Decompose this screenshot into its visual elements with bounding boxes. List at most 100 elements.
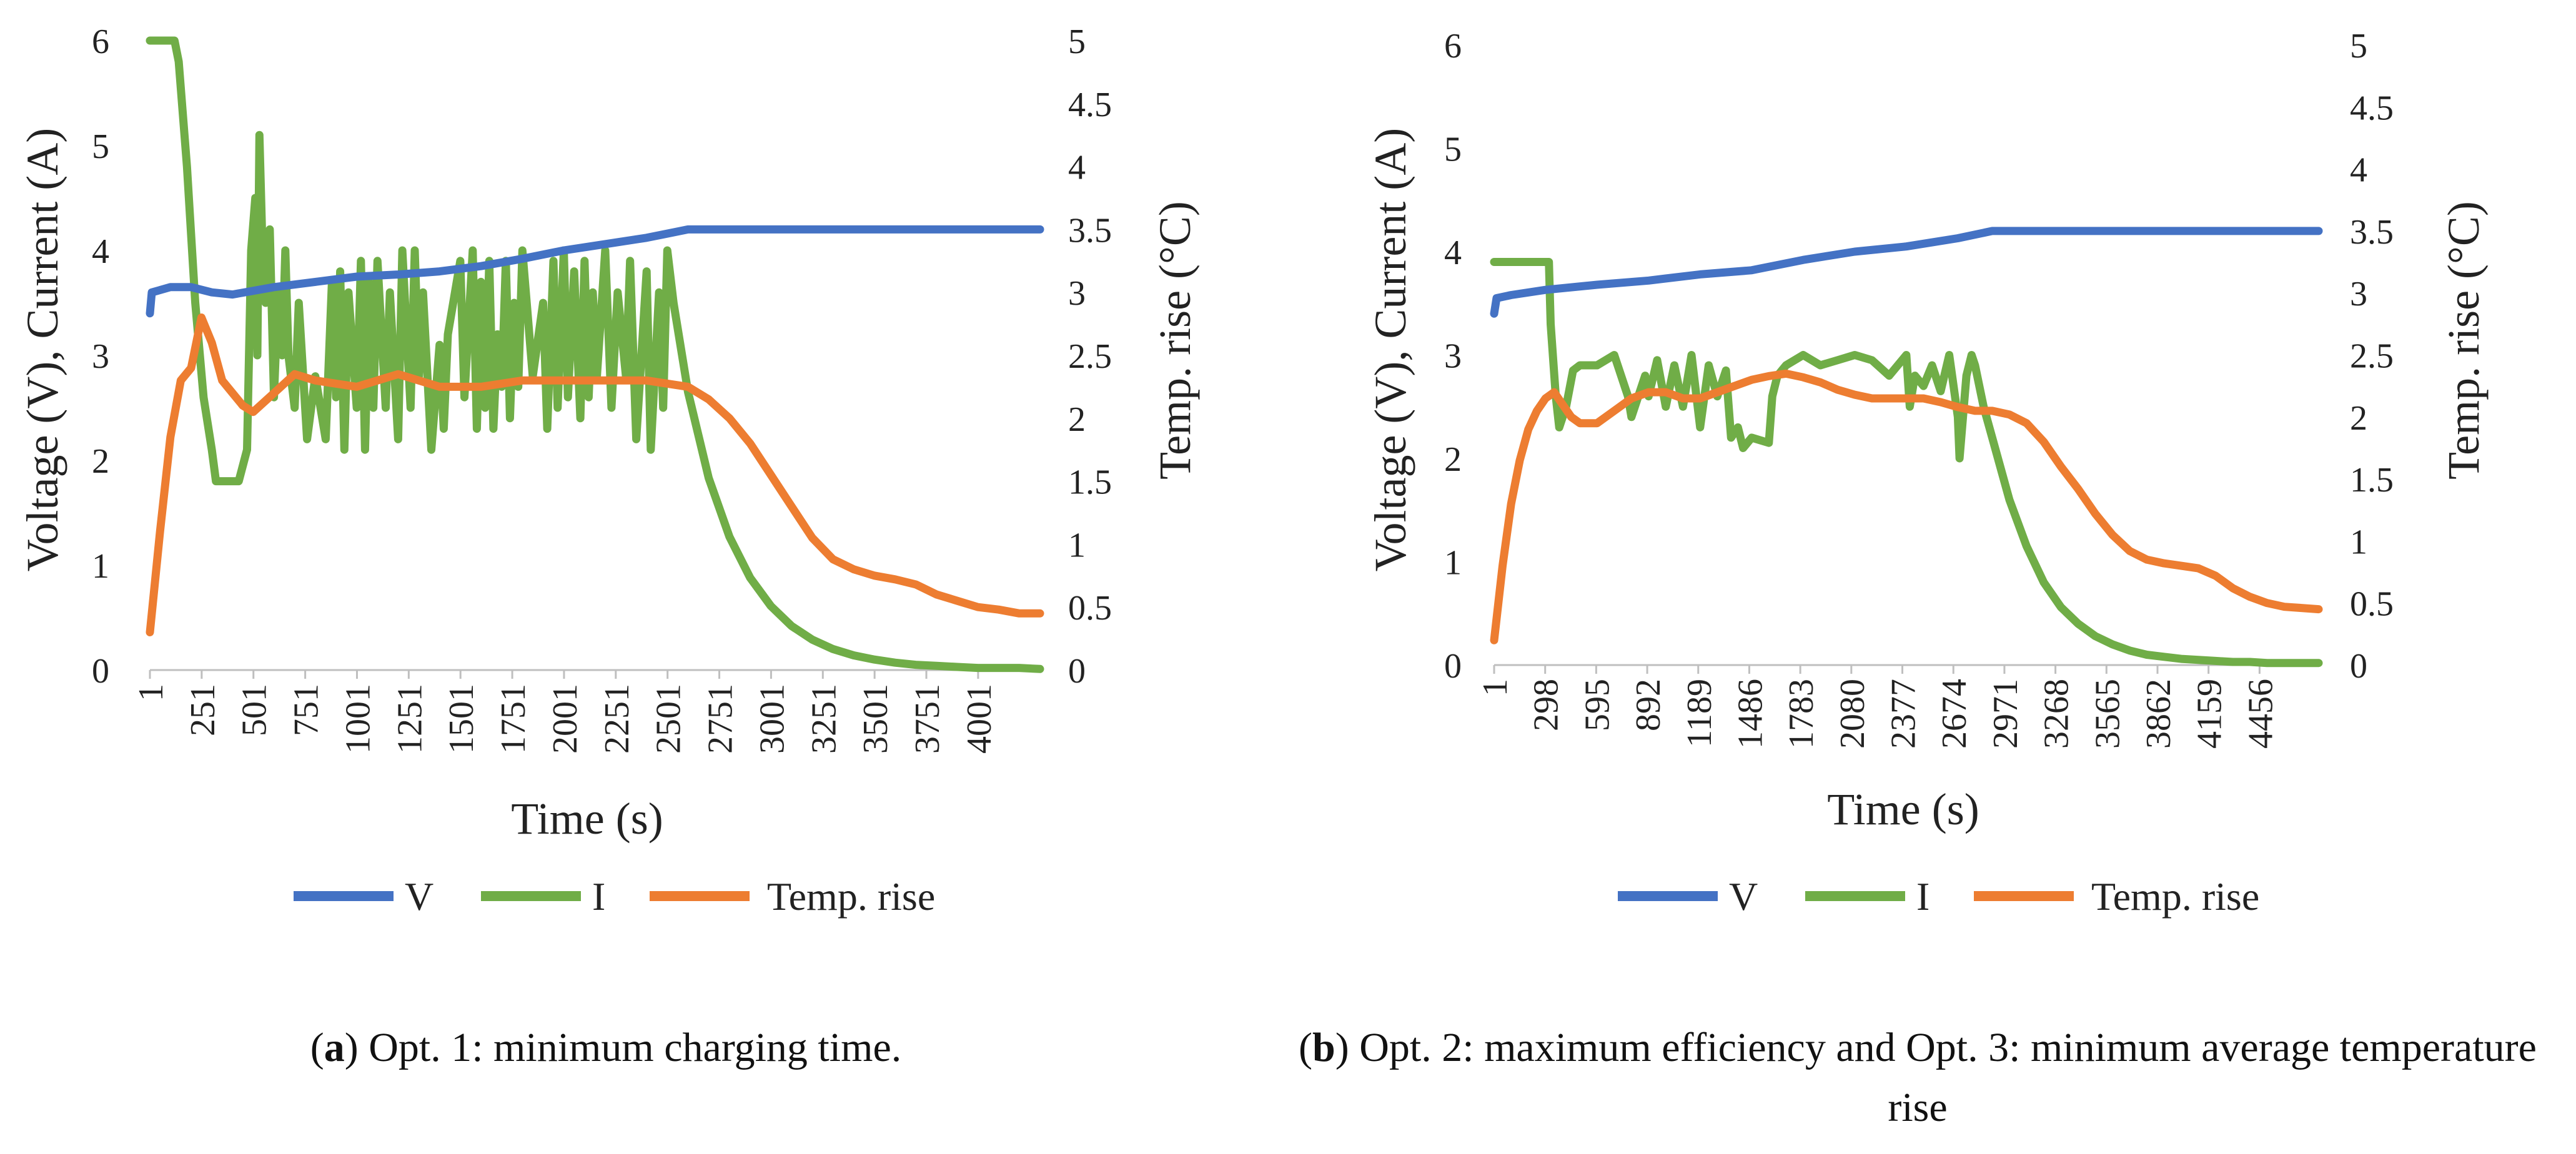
x-tick-label-b: 4456 <box>2241 679 2280 749</box>
y-tick-label-b: 1 <box>1444 544 1462 583</box>
caption-a-text: Opt. 1: minimum charging time. <box>369 1025 902 1070</box>
y2-tick-label-a: 0 <box>1068 652 1086 691</box>
y2-tick-label-b: 1.5 <box>2350 461 2394 500</box>
y-tick-label-a: 5 <box>92 127 109 166</box>
x-tick-label-b: 3565 <box>2088 679 2127 749</box>
series-a <box>146 36 1044 673</box>
x-tick-label-b: 2971 <box>1986 679 2025 749</box>
series-temp-rise-line-b <box>1490 369 2323 644</box>
x-tick-label-b: 892 <box>1629 679 1668 731</box>
y-ticks-b: 0 1 2 3 4 5 6 <box>1444 27 1462 686</box>
y2-tick-label-b: 2.5 <box>2350 337 2394 376</box>
x-tick-label-b: 3268 <box>2038 679 2076 749</box>
y2-tick-label-a: 2.5 <box>1068 337 1112 376</box>
y-tick-label-a: 1 <box>92 547 109 586</box>
x-tick-label-b: 2377 <box>1885 679 1923 749</box>
y2-tick-label-b: 3.5 <box>2350 213 2394 252</box>
y2-tick-label-b: 0 <box>2350 647 2367 686</box>
y-tick-label-a: 3 <box>92 337 109 376</box>
y2-tick-label-a: 4.5 <box>1068 86 1112 124</box>
y2-tick-label-a: 5 <box>1068 22 1086 61</box>
y-tick-label-a: 2 <box>92 442 109 481</box>
y2-tick-label-b: 4.5 <box>2350 89 2394 127</box>
x-tick-label-a: 1 <box>132 684 171 701</box>
x-tick-label-a: 1751 <box>494 684 533 754</box>
x-axis-title-b: Time (s) <box>1827 784 1979 834</box>
x-axis-title-a: Time (s) <box>511 794 663 844</box>
y2-tick-label-a: 4 <box>1068 149 1086 187</box>
x-tick-label-b: 298 <box>1527 679 1566 731</box>
series-voltage-line-b <box>1490 227 2323 318</box>
y-tick-label-b: 3 <box>1444 337 1462 376</box>
legend-label-i-b: I <box>1916 874 1930 919</box>
y2-ticks-b: 0 0.5 1 1.5 2 2.5 3 3.5 4 4.5 5 <box>2350 27 2394 686</box>
y-axis-title-a: Voltage (V), Current (A) <box>17 128 67 571</box>
y-ticks-a: 0 1 2 3 4 5 6 <box>92 22 109 691</box>
legend-label-v-a: V <box>405 874 433 919</box>
series-temp-rise-line-a <box>146 313 1044 636</box>
x-tick-label-b: 1 <box>1476 679 1515 696</box>
x-tick-label-a: 751 <box>287 684 326 736</box>
x-tick-label-a: 2751 <box>701 684 740 754</box>
series-voltage-line-a <box>146 225 1044 318</box>
x-tick-label-a: 3251 <box>805 684 843 754</box>
x-tick-label-a: 2251 <box>598 684 637 754</box>
x-tick-label-a: 1251 <box>390 684 429 754</box>
y2-tick-label-b: 0.5 <box>2350 585 2394 624</box>
series-current-line-b <box>1490 258 2323 668</box>
x-tick-label-b: 1486 <box>1731 679 1770 749</box>
y-tick-label-a: 0 <box>92 652 109 691</box>
legend-b: V I Temp. rise <box>1618 874 2259 919</box>
legend-a: V I Temp. rise <box>294 874 935 919</box>
legend-label-temp-b: Temp. rise <box>2091 874 2259 919</box>
y-tick-label-a: 6 <box>92 22 109 61</box>
y-tick-label-b: 5 <box>1444 131 1462 169</box>
y-tick-label-b: 6 <box>1444 27 1462 66</box>
legend-label-v-b: V <box>1729 874 1758 919</box>
x-ticks-b: 1 298 595 892 1189 1486 1783 2080 2377 2674 2971 32… <box>1476 665 2280 749</box>
x-tick-label-b: 4159 <box>2191 679 2229 749</box>
y2-tick-label-a: 3.5 <box>1068 211 1112 250</box>
y2-tick-label-a: 3 <box>1068 274 1086 313</box>
x-tick-label-a: 3751 <box>908 684 947 754</box>
caption-a: (a) Opt. 1: minimum charging time. <box>310 1025 902 1070</box>
x-tick-label-a: 251 <box>184 684 222 736</box>
x-tick-label-a: 1501 <box>442 684 481 754</box>
y2-tick-label-a: 1.5 <box>1068 463 1112 502</box>
x-tick-label-a: 4001 <box>960 684 999 754</box>
y-tick-label-a: 4 <box>92 232 109 271</box>
x-tick-label-a: 1001 <box>339 684 377 754</box>
y2-axis-title-b: Temp. rise (°C) <box>2439 201 2489 480</box>
y2-tick-label-a: 1 <box>1068 526 1086 565</box>
y2-tick-label-b: 4 <box>2350 151 2367 190</box>
y2-tick-label-b: 5 <box>2350 27 2367 66</box>
y2-tick-label-a: 2 <box>1068 400 1086 439</box>
y-tick-label-b: 4 <box>1444 234 1462 272</box>
y2-tick-label-b: 3 <box>2350 275 2367 313</box>
legend-label-temp-a: Temp. rise <box>767 874 935 919</box>
y2-tick-label-b: 1 <box>2350 523 2367 561</box>
x-tick-label-a: 2501 <box>650 684 688 754</box>
y2-axis-title-a: Temp. rise (°C) <box>1150 201 1200 480</box>
y2-tick-label-a: 0.5 <box>1068 589 1112 628</box>
x-tick-label-a: 3001 <box>753 684 791 754</box>
x-tick-label-a: 501 <box>235 684 274 736</box>
y2-tick-label-b: 2 <box>2350 399 2367 438</box>
x-tick-label-b: 3862 <box>2139 679 2178 749</box>
legend-label-i-a: I <box>592 874 605 919</box>
x-tick-label-b: 595 <box>1578 679 1617 731</box>
y-tick-label-b: 0 <box>1444 647 1462 686</box>
caption-a-label: a <box>324 1025 345 1070</box>
caption-b-text: Opt. 2: maximum efficiency and Opt. 3: m… <box>1359 1025 2537 1130</box>
y2-ticks-a: 0 0.5 1 1.5 2 2.5 3 3.5 4 4.5 5 <box>1068 22 1112 691</box>
caption-b-label: b <box>1312 1025 1335 1070</box>
x-tick-label-a: 2001 <box>546 684 585 754</box>
x-tick-label-b: 1783 <box>1782 679 1821 749</box>
series-b <box>1490 227 2323 668</box>
caption-b: (b) Opt. 2: maximum efficiency and Opt. … <box>1299 1025 2537 1130</box>
x-tick-label-b: 1189 <box>1680 679 1719 747</box>
y-tick-label-b: 2 <box>1444 440 1462 479</box>
x-tick-label-a: 3501 <box>856 684 895 754</box>
